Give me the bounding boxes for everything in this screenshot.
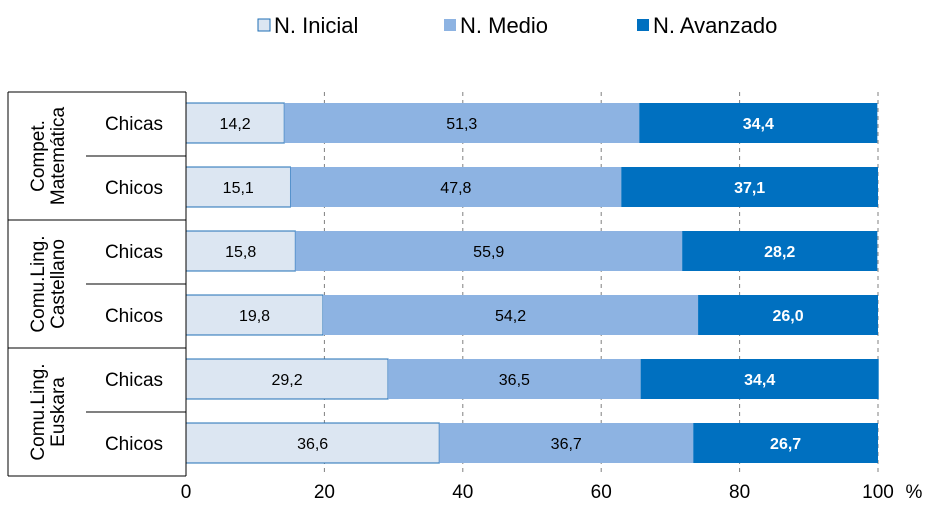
bar-1-0	[185, 166, 291, 208]
data-label-4-2: 34,4	[744, 372, 775, 389]
data-label-3-1: 54,2	[495, 308, 526, 325]
bar-4-2	[640, 359, 879, 399]
category-label-5: Chicos	[105, 434, 163, 455]
group-label-line-2-1: Euskara	[48, 377, 69, 447]
data-label-4-1: 36,5	[499, 372, 530, 389]
group-label-0: Compet.Matemática	[28, 106, 69, 205]
data-label-3-0: 19,8	[239, 308, 270, 325]
bar-1-2	[621, 167, 878, 207]
data-label-2-0: 15,8	[225, 244, 256, 261]
data-label-2-1: 55,9	[473, 244, 504, 261]
legend-swatch-2	[637, 19, 649, 31]
data-label-0-1: 51,3	[446, 116, 477, 133]
category-label-1: Chicos	[105, 178, 163, 199]
data-label-5-2: 26,7	[770, 436, 801, 453]
legend-label-1: N. Medio	[460, 13, 548, 38]
group-label-line-1-1: Castellano	[48, 239, 69, 329]
bar-2-2	[682, 231, 878, 271]
category-label-4: Chicas	[105, 370, 163, 391]
bar-3-1	[323, 295, 699, 335]
gridlines	[323, 92, 879, 476]
data-label-2-2: 28,2	[764, 244, 795, 261]
bar-0-1	[284, 103, 640, 143]
bar-5-1	[439, 423, 694, 463]
legend-swatch-1	[444, 19, 456, 31]
data-label-1-1: 47,8	[440, 180, 471, 197]
x-axis-ticks: 0 20 40 60 80 100%	[181, 482, 923, 503]
data-label-3-2: 26,0	[772, 308, 803, 325]
x-tick-1: 20	[314, 482, 335, 503]
group-label-line-2-0: Comu.Ling.	[28, 363, 49, 460]
data-label-1-0: 15,1	[223, 180, 254, 197]
bar-1-1	[290, 167, 622, 207]
x-tick-0: 0	[181, 482, 192, 503]
bar-0-0	[185, 102, 285, 144]
bars	[185, 102, 879, 464]
data-label-4-0: 29,2	[271, 372, 302, 389]
category-label-3: Chicos	[105, 306, 163, 327]
data-label-0-0: 14,2	[220, 116, 251, 133]
x-tick-3: 60	[591, 482, 612, 503]
bar-0-2	[639, 103, 878, 143]
legend-label-2: N. Avanzado	[653, 13, 777, 38]
legend-label-0: N. Inicial	[274, 13, 358, 38]
group-label-1: Comu.Ling.Castellano	[28, 235, 69, 332]
bar-2-1	[295, 231, 683, 271]
x-tick-5: 100	[862, 482, 894, 503]
group-label-2: Comu.Ling.Euskara	[28, 363, 69, 460]
bar-3-2	[698, 295, 878, 335]
bar-4-1	[388, 359, 641, 399]
group-labels: Compet.MatemáticaComu.Ling.CastellanoCom…	[7, 92, 69, 476]
data-label-0-2: 34,4	[743, 116, 774, 133]
category-label-0: Chicas	[105, 114, 163, 135]
data-labels: 14,2 51,3 34,4 15,1 47,8 37,1 15,8 55,9 28,2 19,8…	[220, 116, 804, 453]
group-label-line-0-1: Matemática	[48, 106, 69, 205]
bar-5-2	[693, 423, 878, 463]
legend: N. Inicial N. Medio N. Avanzado	[257, 13, 777, 38]
bar-4-0	[185, 358, 389, 400]
data-label-5-1: 36,7	[551, 436, 582, 453]
y-category-labels: Chicas Chicos Chicas Chicos Chicas Chicos	[8, 91, 187, 477]
legend-swatch-0	[257, 18, 271, 32]
x-tick-4: 80	[729, 482, 750, 503]
x-unit-label: %	[906, 482, 923, 503]
group-label-line-1-0: Comu.Ling.	[28, 235, 49, 332]
x-tick-2: 40	[452, 482, 473, 503]
bar-3-0	[185, 294, 324, 336]
data-label-1-2: 37,1	[734, 180, 765, 197]
category-label-2: Chicas	[105, 242, 163, 263]
group-label-line-0-0: Compet.	[28, 120, 49, 192]
data-label-5-0: 36,6	[297, 436, 328, 453]
